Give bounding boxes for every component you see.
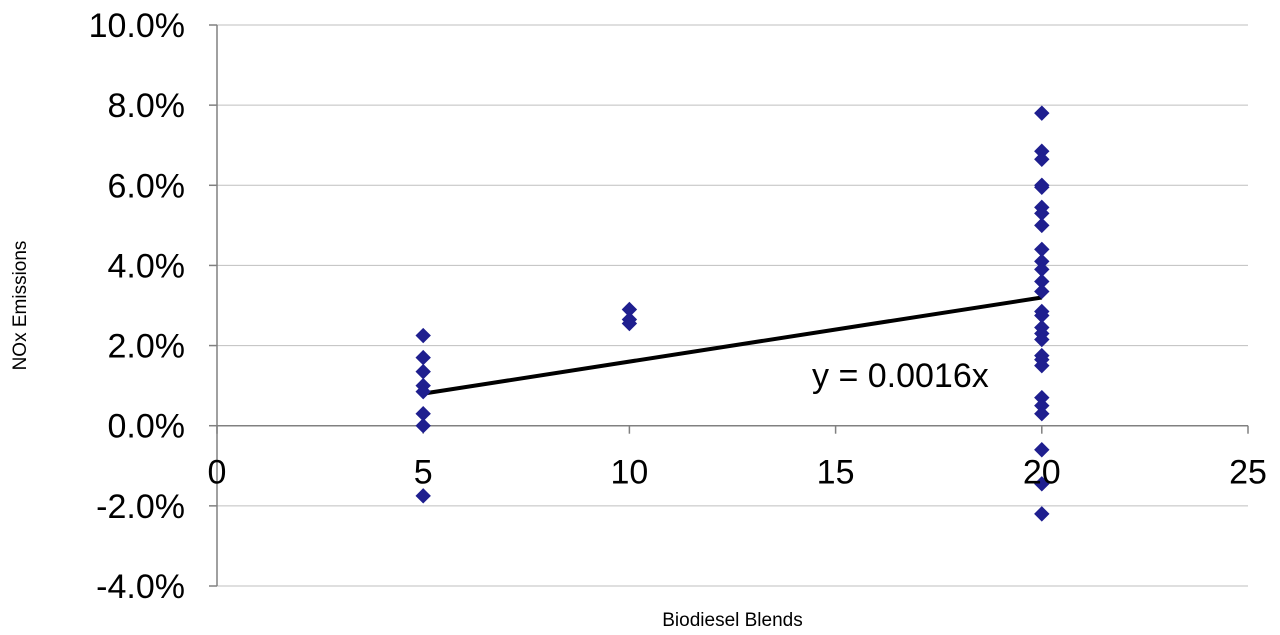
axes [209,24,1249,587]
x-tick-labels: 0 5 10 15 20 25 [208,454,1267,492]
data-point [415,488,431,504]
data-point [1034,476,1050,492]
trendline-equation: y = 0.0016x [812,357,989,395]
x-tick-label: 10 [610,454,648,492]
x-axis-title: Biodiesel Blends [662,610,802,631]
data-point [415,327,431,344]
trendline [422,295,1043,396]
data-point [415,349,431,366]
x-tick-label: 15 [817,454,855,492]
y-tick-label: 4.0% [108,247,186,285]
data-point [415,383,431,400]
x-tick-label: 5 [414,454,433,492]
data-point [1034,151,1050,167]
data-point [1034,442,1050,458]
gridlines [217,24,1248,587]
y-tick-label: 0.0% [108,408,186,446]
y-tick-label: 10.0% [89,7,185,45]
data-point [415,418,431,434]
data-point [1034,105,1050,121]
data-point [1034,179,1050,195]
y-tick-label: 2.0% [108,328,186,366]
x-tick-label: 0 [208,454,227,492]
data-point [1034,331,1050,348]
y-tick-label: 8.0% [108,87,186,125]
data-points [415,105,1050,522]
data-point [1034,217,1050,234]
data-point [1034,357,1050,374]
y-tick-label: 6.0% [108,167,186,205]
x-tick-label: 25 [1229,454,1267,492]
x-tick-label: 20 [1023,454,1061,492]
data-point [1034,283,1050,300]
data-point [1034,405,1050,422]
y-tick-label: -2.0% [96,488,185,526]
y-tick-label: -4.0% [96,568,185,606]
data-point [415,363,431,380]
data-point [621,315,638,332]
y-axis-title: NOx Emissions [10,241,31,371]
y-tick-labels: -4.0% -2.0% 0.0% 2.0% 4.0% 6.0% 8.0% 10.0% [89,7,185,606]
data-point [1034,506,1050,522]
trendline-group [422,295,1043,396]
